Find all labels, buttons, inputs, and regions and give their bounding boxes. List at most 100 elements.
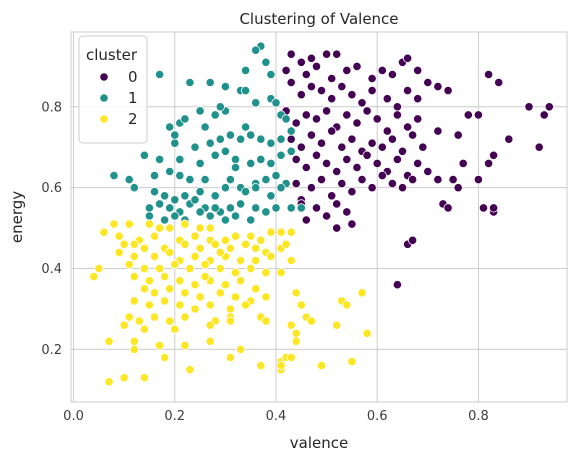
data-point bbox=[301, 110, 311, 120]
plot-frame bbox=[70, 31, 568, 403]
data-point bbox=[443, 86, 453, 96]
data-point bbox=[321, 158, 332, 168]
data-point bbox=[488, 150, 499, 160]
legend-label: 0 bbox=[128, 68, 138, 86]
data-point bbox=[246, 215, 256, 225]
data-point bbox=[215, 288, 225, 298]
data-point bbox=[210, 110, 220, 120]
data-point bbox=[266, 251, 276, 261]
legend-box bbox=[78, 35, 148, 144]
data-point bbox=[205, 320, 215, 330]
data-point bbox=[210, 203, 220, 213]
data-point bbox=[190, 231, 200, 241]
data-point bbox=[180, 340, 190, 350]
data-point bbox=[397, 146, 408, 156]
data-point bbox=[251, 255, 261, 266]
data-point bbox=[119, 239, 129, 249]
data-point bbox=[337, 142, 347, 152]
data-point bbox=[271, 98, 281, 108]
data-point bbox=[170, 138, 180, 148]
x-tick-labels: 0.0 0.2 0.4 0.6 0.8 bbox=[63, 409, 489, 424]
data-point bbox=[119, 373, 129, 383]
data-point bbox=[413, 114, 423, 124]
data-point bbox=[160, 296, 170, 306]
data-point bbox=[251, 284, 261, 294]
data-point bbox=[205, 138, 215, 148]
data-point bbox=[327, 191, 337, 201]
data-point bbox=[316, 360, 327, 371]
data-point bbox=[397, 183, 408, 193]
data-point bbox=[286, 146, 296, 156]
data-point bbox=[327, 73, 337, 84]
data-point bbox=[306, 53, 316, 63]
legend-label: 2 bbox=[128, 110, 138, 128]
data-point bbox=[185, 365, 195, 375]
data-point bbox=[423, 166, 433, 177]
data-point bbox=[149, 288, 160, 298]
data-point bbox=[458, 158, 468, 168]
data-point bbox=[129, 336, 139, 346]
data-point bbox=[160, 352, 170, 363]
data-point bbox=[306, 130, 316, 140]
data-point bbox=[332, 320, 342, 330]
data-point bbox=[433, 175, 443, 185]
data-point bbox=[190, 195, 200, 205]
data-point bbox=[215, 247, 225, 257]
data-point bbox=[220, 280, 230, 290]
data-point bbox=[230, 154, 241, 164]
series-0 bbox=[281, 49, 554, 290]
y-axis-label: energy bbox=[8, 191, 26, 243]
data-point bbox=[144, 211, 154, 221]
x-tick-label: 0.8 bbox=[468, 409, 489, 424]
data-point bbox=[332, 166, 342, 177]
data-point bbox=[139, 373, 149, 383]
y-tick-label: 0.2 bbox=[41, 343, 62, 358]
data-point bbox=[362, 328, 372, 338]
data-point bbox=[266, 227, 276, 237]
data-point bbox=[104, 377, 114, 387]
data-point bbox=[200, 271, 210, 282]
y-tick-label: 0.6 bbox=[41, 181, 62, 196]
data-point bbox=[306, 82, 316, 92]
data-point bbox=[261, 57, 271, 67]
data-point bbox=[160, 215, 170, 225]
data-point bbox=[205, 300, 215, 310]
data-point bbox=[407, 130, 418, 140]
data-point bbox=[367, 183, 377, 193]
data-point bbox=[190, 251, 200, 261]
data-point bbox=[109, 219, 119, 229]
data-point bbox=[225, 175, 235, 185]
data-point bbox=[129, 239, 139, 249]
data-point bbox=[170, 259, 180, 270]
data-point bbox=[423, 77, 433, 88]
data-point bbox=[301, 215, 311, 225]
data-point bbox=[463, 110, 473, 120]
data-point bbox=[433, 126, 443, 136]
data-point bbox=[220, 215, 230, 225]
data-point bbox=[251, 45, 261, 55]
data-point bbox=[332, 223, 342, 233]
data-point bbox=[200, 122, 210, 132]
data-point bbox=[144, 300, 154, 310]
data-point bbox=[129, 271, 139, 282]
data-point bbox=[195, 158, 205, 168]
data-point bbox=[261, 292, 271, 302]
data-point bbox=[387, 69, 397, 80]
data-point bbox=[286, 134, 296, 144]
data-point bbox=[448, 175, 458, 185]
data-point bbox=[139, 324, 149, 334]
data-point bbox=[230, 231, 241, 241]
data-point bbox=[139, 150, 149, 160]
data-point bbox=[488, 203, 499, 213]
data-point bbox=[362, 106, 372, 116]
data-point bbox=[453, 183, 463, 193]
data-point bbox=[321, 211, 332, 221]
x-tick-label: 0.2 bbox=[164, 409, 185, 424]
data-point bbox=[129, 296, 139, 306]
data-point bbox=[225, 130, 235, 140]
data-point bbox=[539, 110, 549, 120]
data-point bbox=[352, 61, 362, 72]
data-point bbox=[165, 223, 175, 233]
data-point bbox=[124, 175, 134, 185]
data-point bbox=[342, 300, 352, 310]
